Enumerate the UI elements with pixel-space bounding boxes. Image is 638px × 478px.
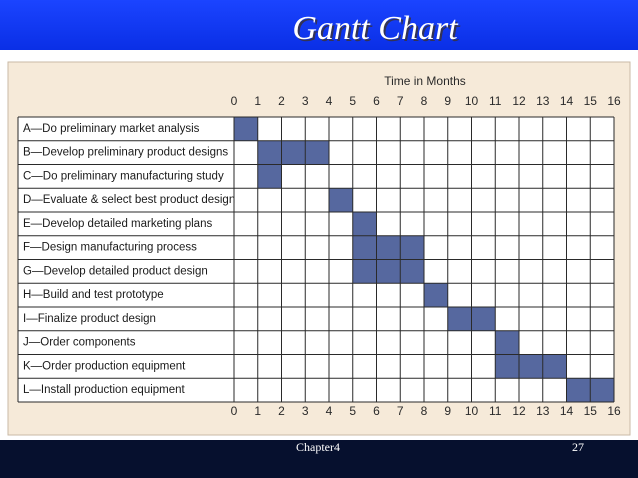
task-bar [352, 235, 424, 260]
task-label: C—Do preliminary manufacturing study [23, 170, 224, 182]
x-tick-label-top: 9 [444, 94, 451, 108]
task-bar [329, 188, 353, 212]
task-bar [495, 330, 519, 355]
task-bar [352, 259, 424, 284]
x-tick-label-top: 8 [421, 94, 428, 108]
x-tick-label-bottom: 1 [254, 404, 261, 418]
x-tick-label-top: 5 [349, 94, 356, 108]
task-bar [495, 354, 567, 379]
task-label: K—Order production equipment [23, 360, 186, 372]
x-tick-label-bottom: 16 [607, 404, 621, 418]
x-tick-label-top: 12 [512, 94, 526, 108]
x-tick-label-bottom: 6 [373, 404, 380, 418]
footer-band [0, 440, 638, 478]
task-label: I—Finalize product design [23, 313, 156, 325]
x-tick-label-bottom: 11 [489, 404, 502, 418]
gantt-chart: Time in Months A—Do preliminary market an… [17, 74, 621, 418]
x-tick-label-bottom: 2 [278, 404, 285, 418]
task-label: F—Design manufacturing process [23, 242, 197, 254]
x-tick-label-top: 11 [489, 94, 502, 108]
x-tick-label-top: 10 [465, 94, 479, 108]
task-label: G—Develop detailed product design [23, 265, 208, 277]
task-bar [234, 117, 258, 141]
task-label: A—Do preliminary market analysis [23, 123, 200, 135]
task-bar [257, 164, 282, 189]
slide-title: Gantt Chart [292, 10, 459, 47]
task-bar [352, 212, 377, 236]
x-tick-label-top: 0 [231, 94, 238, 108]
x-tick-label-top: 2 [278, 94, 285, 108]
header-band [0, 0, 638, 50]
x-tick-label-bottom: 8 [421, 404, 428, 418]
x-tick-label-top: 13 [536, 94, 550, 108]
footer-chapter: Chapter4 [296, 440, 340, 454]
task-label: B—Develop preliminary product designs [23, 147, 228, 159]
axis-title: Time in Months [384, 74, 466, 88]
x-tick-label-top: 14 [560, 94, 574, 108]
x-tick-label-top: 16 [607, 94, 621, 108]
x-tick-label-top: 7 [397, 94, 404, 108]
x-tick-label-bottom: 7 [397, 404, 404, 418]
x-tick-label-bottom: 5 [349, 404, 356, 418]
task-label: J—Order components [23, 337, 136, 349]
task-bar [257, 140, 329, 165]
x-tick-label-bottom: 14 [560, 404, 574, 418]
task-bar [424, 283, 448, 307]
title-shadow: Gantt Chart [294, 12, 461, 49]
x-tick-label-bottom: 10 [465, 404, 479, 418]
task-label: E—Develop detailed marketing plans [23, 218, 212, 230]
page-number: 27 [572, 440, 584, 454]
x-tick-label-bottom: 15 [584, 404, 598, 418]
x-tick-label-top: 3 [302, 94, 309, 108]
x-tick-label-top: 6 [373, 94, 380, 108]
task-label: H—Build and test prototype [23, 289, 164, 301]
x-tick-label-top: 4 [326, 94, 333, 108]
x-tick-label-top: 15 [584, 94, 598, 108]
task-label: D—Evaluate & select best product design [23, 194, 235, 206]
x-tick-label-bottom: 12 [512, 404, 526, 418]
x-tick-label-bottom: 4 [326, 404, 333, 418]
task-label: L—Install production equipment [23, 384, 186, 396]
x-tick-label-bottom: 13 [536, 404, 550, 418]
x-tick-label-top: 1 [254, 94, 261, 108]
x-tick-label-bottom: 0 [231, 404, 238, 418]
x-tick-label-bottom: 3 [302, 404, 309, 418]
x-tick-label-bottom: 9 [444, 404, 451, 418]
